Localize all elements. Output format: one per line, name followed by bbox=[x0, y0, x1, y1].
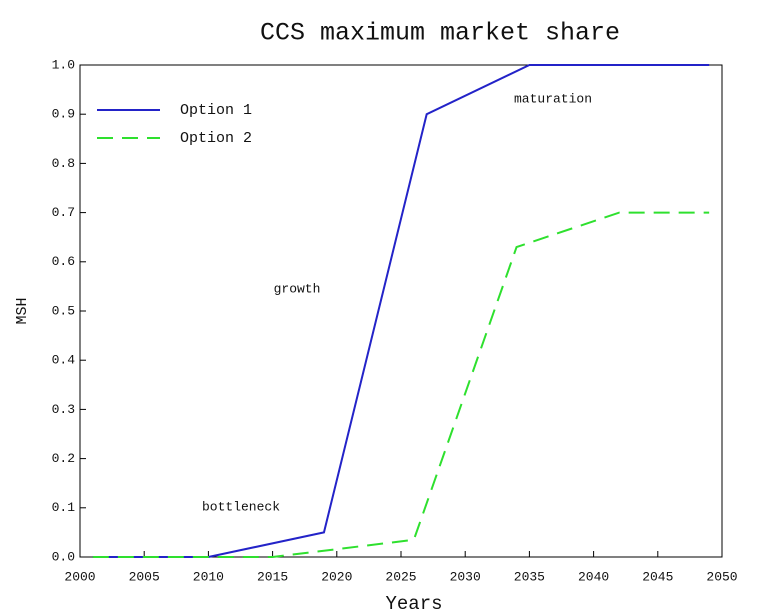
x-tick-label: 2010 bbox=[193, 569, 224, 584]
y-tick-label: 0.3 bbox=[52, 402, 75, 417]
y-tick-label: 0.7 bbox=[52, 205, 75, 220]
y-tick-label: 0.6 bbox=[52, 254, 75, 269]
y-tick-label: 0.4 bbox=[52, 353, 76, 368]
x-tick-label: 2000 bbox=[64, 569, 95, 584]
x-tick-label: 2035 bbox=[514, 569, 545, 584]
legend-label: Option 2 bbox=[180, 130, 252, 147]
y-tick-label: 1.0 bbox=[52, 57, 75, 72]
y-tick-label: 0.1 bbox=[52, 500, 76, 515]
x-tick-label: 2045 bbox=[642, 569, 673, 584]
x-tick-label: 2050 bbox=[706, 569, 737, 584]
series-line bbox=[92, 64, 710, 558]
y-tick-label: 0.8 bbox=[52, 156, 75, 171]
x-tick-label: 2040 bbox=[578, 569, 609, 584]
legend-label: Option 1 bbox=[180, 102, 252, 119]
annotation: bottleneck bbox=[202, 499, 280, 514]
x-tick-label: 2030 bbox=[450, 569, 481, 584]
x-axis-label: Years bbox=[385, 593, 442, 615]
y-tick-label: 0.2 bbox=[52, 451, 75, 466]
plot-frame bbox=[79, 64, 723, 558]
chart-title: CCS maximum market share bbox=[260, 19, 620, 48]
annotation: maturation bbox=[514, 91, 592, 106]
x-tick-label: 2015 bbox=[257, 569, 288, 584]
y-tick-label: 0.0 bbox=[52, 549, 75, 564]
annotation: growth bbox=[274, 281, 321, 296]
x-tick-label: 2005 bbox=[129, 569, 160, 584]
y-tick-label: 0.5 bbox=[52, 303, 75, 318]
x-tick-label: 2025 bbox=[385, 569, 416, 584]
series-line bbox=[92, 211, 710, 558]
y-tick-label: 0.9 bbox=[52, 107, 75, 122]
y-axis-label: MSH bbox=[14, 297, 31, 324]
x-tick-label: 2020 bbox=[321, 569, 352, 584]
